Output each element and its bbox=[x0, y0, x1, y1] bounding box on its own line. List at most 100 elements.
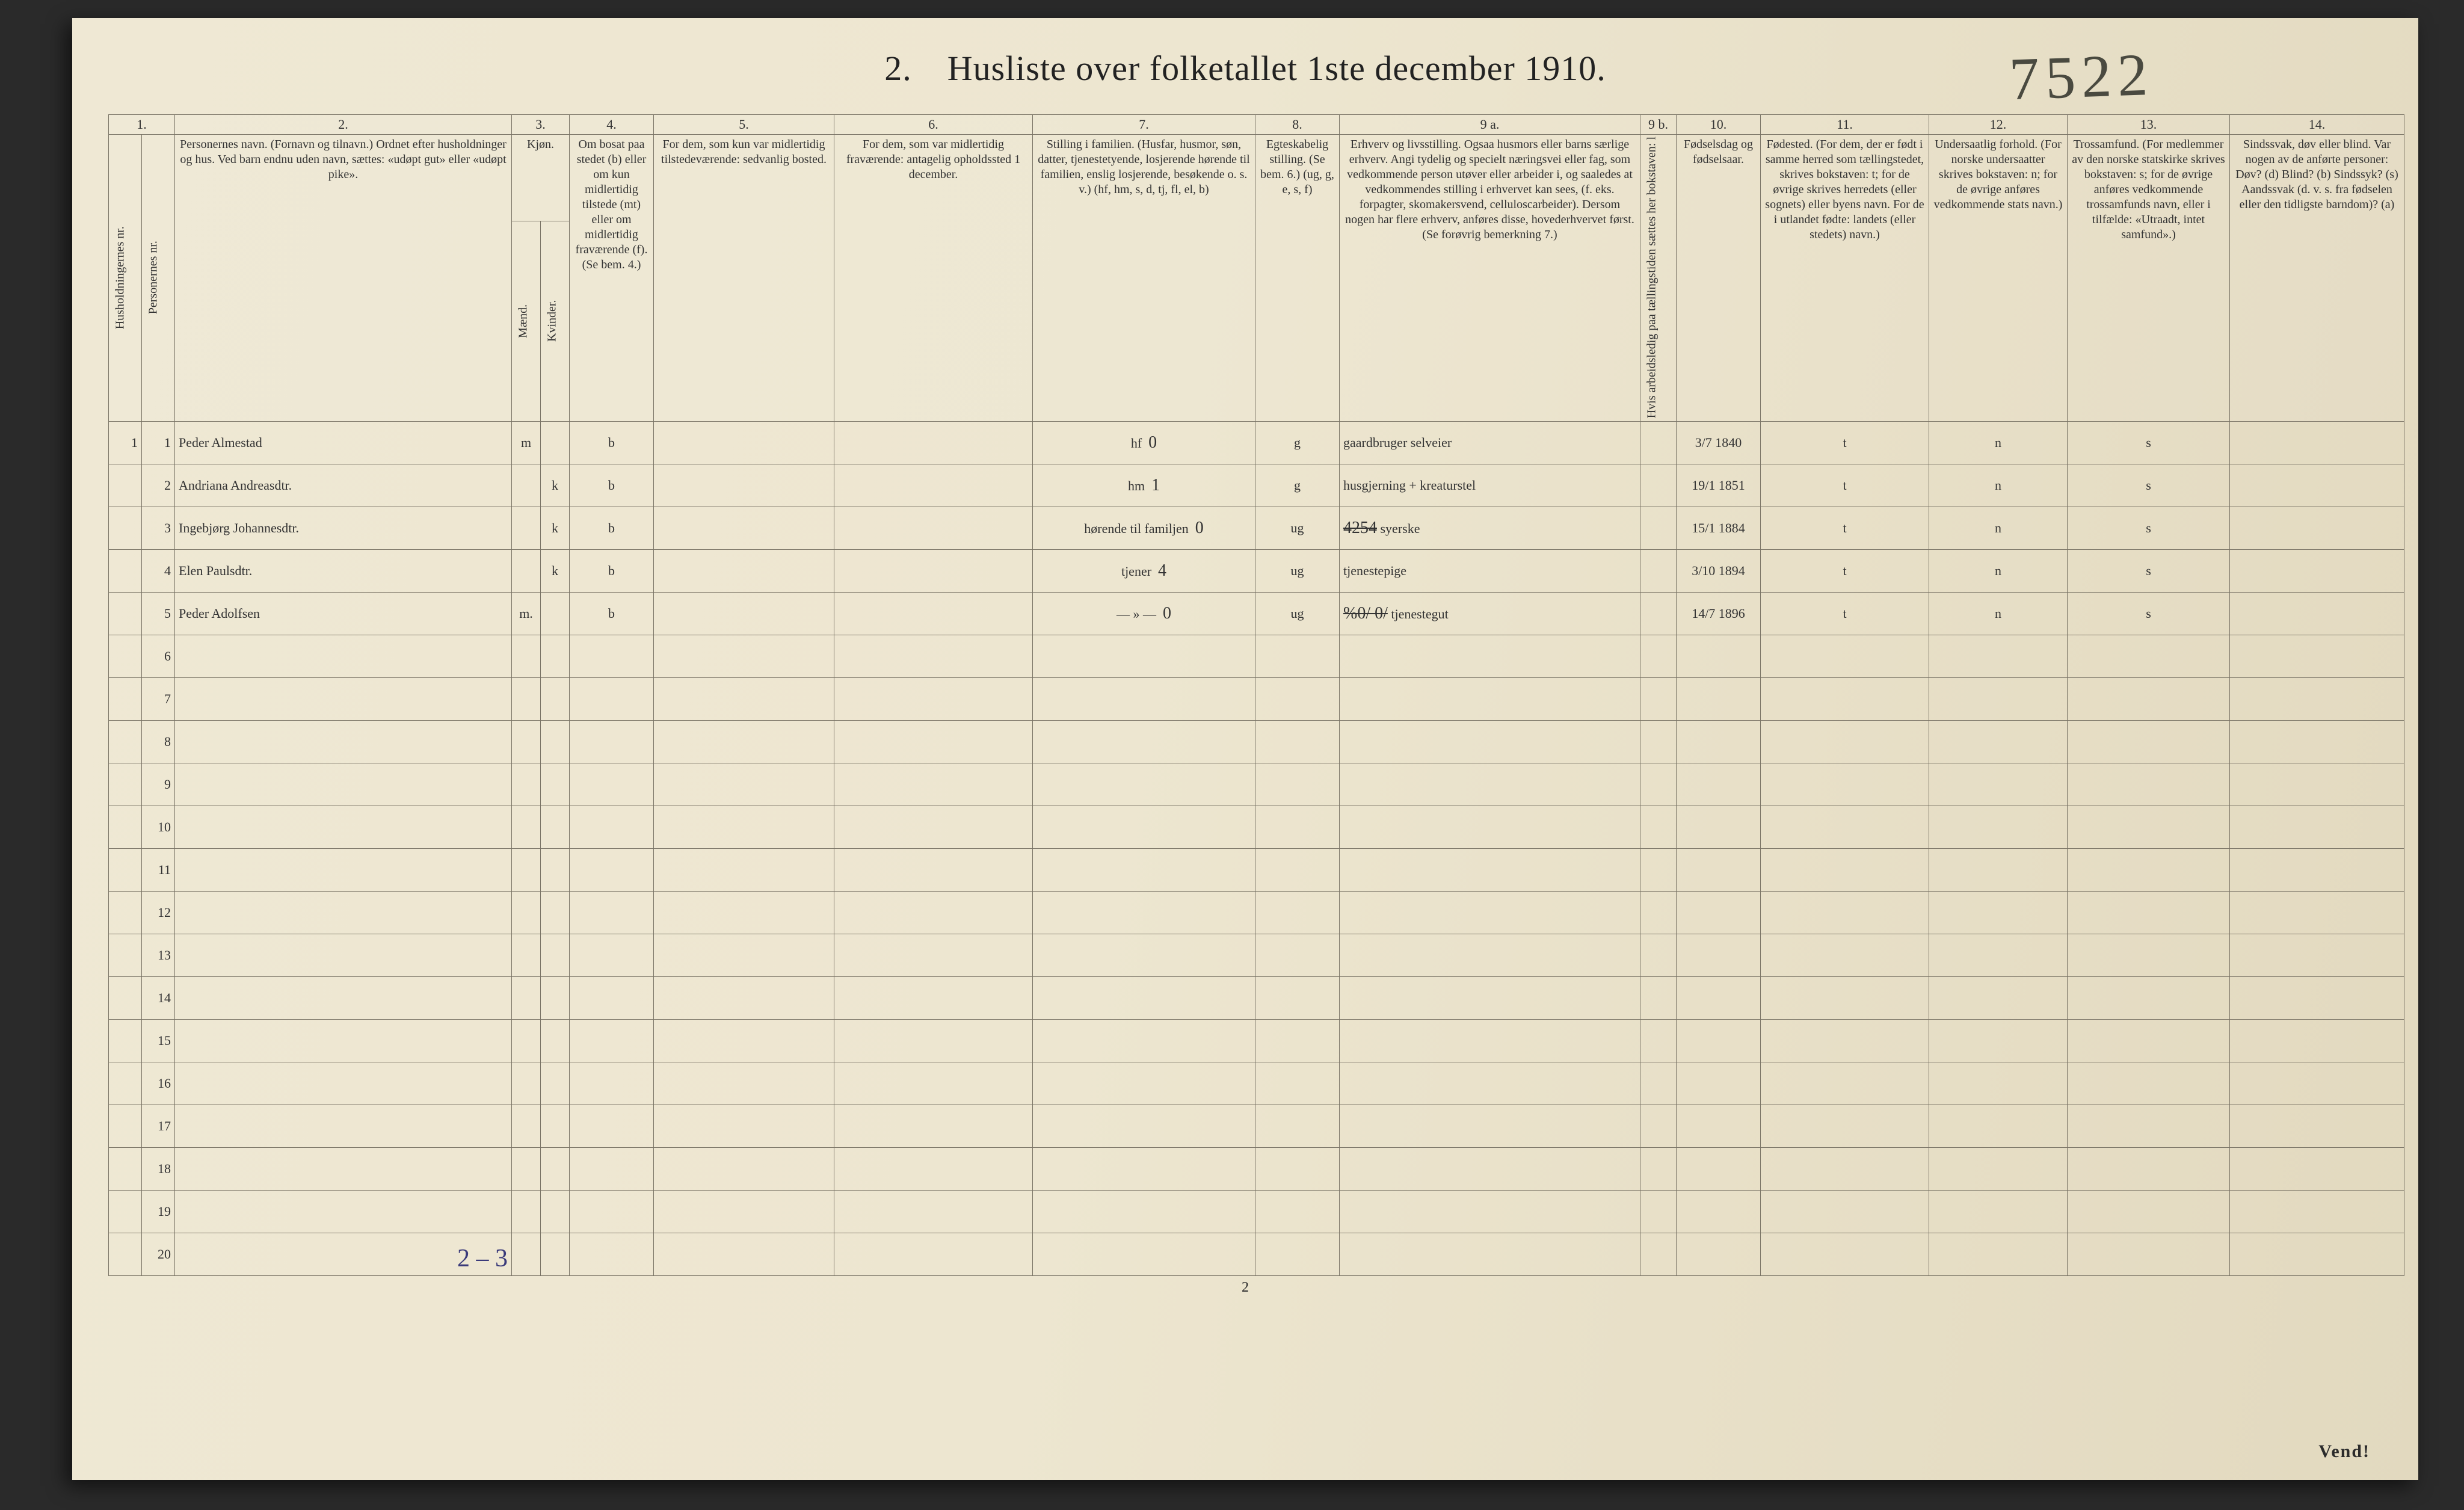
cell-empty bbox=[2068, 848, 2230, 891]
cell-household-nr bbox=[109, 1233, 142, 1275]
cell-empty bbox=[1677, 976, 1761, 1019]
cell-empty bbox=[1033, 1233, 1255, 1275]
cell-empty bbox=[2230, 1147, 2404, 1190]
cell-empty bbox=[2230, 848, 2404, 891]
cell-family-position: hørende til familjen 0 bbox=[1033, 507, 1255, 549]
cell-name bbox=[175, 806, 512, 848]
cell-empty bbox=[2230, 806, 2404, 848]
cell-empty bbox=[2068, 934, 2230, 976]
cell-empty bbox=[1677, 806, 1761, 848]
cell-empty bbox=[1033, 1147, 1255, 1190]
cell-sex-k: k bbox=[541, 507, 570, 549]
cell-empty bbox=[1677, 891, 1761, 934]
cell-empty bbox=[1677, 635, 1761, 677]
cell-empty bbox=[2230, 1019, 2404, 1062]
cell-empty bbox=[512, 848, 541, 891]
cell-citizenship: n bbox=[1929, 507, 2068, 549]
cell-household-nr bbox=[109, 1190, 142, 1233]
cell-household-nr bbox=[109, 549, 142, 592]
cell-household-nr bbox=[109, 677, 142, 720]
cell-empty bbox=[1677, 934, 1761, 976]
cell-empty bbox=[834, 806, 1033, 848]
cell-empty bbox=[512, 720, 541, 763]
cell-empty bbox=[1640, 763, 1677, 806]
cell-empty bbox=[834, 848, 1033, 891]
cell-empty bbox=[1033, 806, 1255, 848]
cell-empty bbox=[1761, 677, 1929, 720]
colnum-13: 13. bbox=[2068, 115, 2230, 135]
cell-empty bbox=[2230, 1062, 2404, 1105]
cell-family-position: hf 0 bbox=[1033, 421, 1255, 464]
header-family-position: Stilling i familien. (Husfar, husmor, sø… bbox=[1033, 134, 1255, 421]
cell-family-position: tjener 4 bbox=[1033, 549, 1255, 592]
cell-household-nr bbox=[109, 635, 142, 677]
table-header: 1. 2. 3. 4. 5. 6. 7. 8. 9 a. 9 b. 10. 11… bbox=[109, 115, 2404, 422]
cell-empty bbox=[1761, 1019, 1929, 1062]
cell-person-nr: 20 bbox=[142, 1233, 175, 1275]
cell-empty bbox=[2230, 677, 2404, 720]
cell-person-nr: 14 bbox=[142, 976, 175, 1019]
cell-marital: ug bbox=[1255, 592, 1340, 635]
cell-empty bbox=[1761, 1233, 1929, 1275]
title-row: 2. Husliste over folketallet 1ste decemb… bbox=[108, 48, 2382, 114]
colnum-12: 12. bbox=[1929, 115, 2068, 135]
cell-empty bbox=[2068, 1233, 2230, 1275]
header-residence: Om bosat paa stedet (b) eller om kun mid… bbox=[570, 134, 654, 421]
cell-temp-present bbox=[654, 592, 834, 635]
cell-empty bbox=[1340, 976, 1640, 1019]
cell-empty bbox=[1340, 635, 1640, 677]
header-sex-male: Mænd. bbox=[512, 221, 541, 421]
cell-person-nr: 5 bbox=[142, 592, 175, 635]
cell-occupation: %0/ 0/ tjenestegut bbox=[1340, 592, 1640, 635]
cell-empty bbox=[1033, 763, 1255, 806]
header-sex: Kjøn. bbox=[512, 134, 570, 221]
cell-empty bbox=[570, 1190, 654, 1233]
cell-empty bbox=[570, 720, 654, 763]
cell-empty bbox=[834, 1019, 1033, 1062]
table-row-empty: 13 bbox=[109, 934, 2404, 976]
cell-occupation: tjenestepige bbox=[1340, 549, 1640, 592]
table-row-empty: 8 bbox=[109, 720, 2404, 763]
cell-empty bbox=[1640, 934, 1677, 976]
cell-empty bbox=[1340, 848, 1640, 891]
cell-empty bbox=[541, 891, 570, 934]
cell-empty bbox=[1677, 720, 1761, 763]
cell-empty bbox=[1677, 1190, 1761, 1233]
cell-empty bbox=[1929, 720, 2068, 763]
cell-empty bbox=[1929, 677, 2068, 720]
cell-empty bbox=[570, 635, 654, 677]
header-citizenship: Undersaatlig forhold. (For norske unders… bbox=[1929, 134, 2068, 421]
cell-empty bbox=[1033, 635, 1255, 677]
cell-empty bbox=[1255, 848, 1340, 891]
cell-empty bbox=[1640, 720, 1677, 763]
cell-empty bbox=[1640, 976, 1677, 1019]
cell-disability bbox=[2230, 507, 2404, 549]
cell-sex-m bbox=[512, 507, 541, 549]
cell-marital: g bbox=[1255, 421, 1340, 464]
colnum-5: 5. bbox=[654, 115, 834, 135]
cell-empty bbox=[654, 720, 834, 763]
cell-name: Ingebjørg Johannesdtr. bbox=[175, 507, 512, 549]
cell-empty bbox=[1761, 806, 1929, 848]
cell-temp-present bbox=[654, 421, 834, 464]
cell-empty bbox=[1761, 1147, 1929, 1190]
cell-empty bbox=[1340, 677, 1640, 720]
cell-empty bbox=[2230, 1190, 2404, 1233]
cell-name: 2 – 3 bbox=[175, 1233, 512, 1275]
cell-empty bbox=[541, 1105, 570, 1147]
table-row-empty: 18 bbox=[109, 1147, 2404, 1190]
cell-empty bbox=[1761, 635, 1929, 677]
cell-empty bbox=[1640, 677, 1677, 720]
cell-unemployed bbox=[1640, 507, 1677, 549]
cell-empty bbox=[654, 1019, 834, 1062]
cell-residence: b bbox=[570, 549, 654, 592]
cell-empty bbox=[1929, 1105, 2068, 1147]
cell-empty bbox=[1033, 1019, 1255, 1062]
cell-empty bbox=[570, 677, 654, 720]
cell-empty bbox=[512, 677, 541, 720]
cell-disability bbox=[2230, 421, 2404, 464]
page-title: 2. Husliste over folketallet 1ste decemb… bbox=[884, 48, 1606, 88]
cell-empty bbox=[834, 720, 1033, 763]
cell-empty bbox=[570, 934, 654, 976]
cell-empty bbox=[1255, 677, 1340, 720]
